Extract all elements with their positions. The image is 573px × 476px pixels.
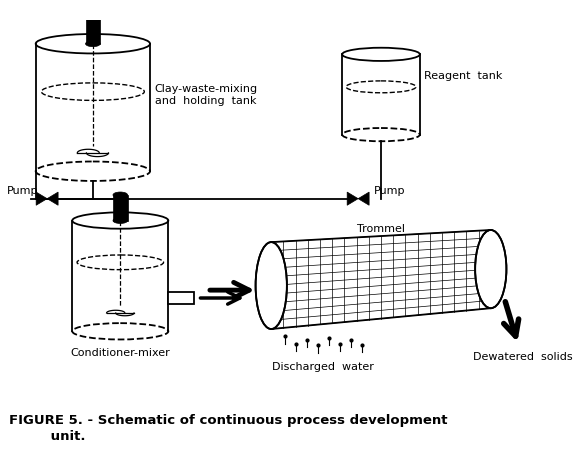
Ellipse shape <box>85 15 100 21</box>
Text: Pump: Pump <box>7 186 38 196</box>
Polygon shape <box>47 192 58 205</box>
Ellipse shape <box>113 192 128 198</box>
Text: Clay-waste-mixing
and  holding  tank: Clay-waste-mixing and holding tank <box>155 84 258 106</box>
Ellipse shape <box>36 34 150 53</box>
Ellipse shape <box>72 212 168 228</box>
Ellipse shape <box>113 218 128 223</box>
Polygon shape <box>85 18 100 44</box>
Text: Reagent  tank: Reagent tank <box>425 70 503 80</box>
Bar <box>168 292 194 305</box>
Polygon shape <box>36 44 150 171</box>
Text: Dewatered  solids: Dewatered solids <box>473 352 572 362</box>
Ellipse shape <box>256 242 287 329</box>
Text: unit.: unit. <box>9 430 85 443</box>
Ellipse shape <box>85 41 100 47</box>
Text: Trommel: Trommel <box>357 224 405 234</box>
Text: Discharged  water: Discharged water <box>272 362 374 372</box>
Ellipse shape <box>342 48 420 61</box>
Text: Pump: Pump <box>374 186 405 196</box>
Ellipse shape <box>475 230 507 308</box>
Polygon shape <box>358 192 369 205</box>
Polygon shape <box>72 220 168 331</box>
Polygon shape <box>342 54 420 135</box>
Polygon shape <box>113 195 128 220</box>
Text: Conditioner-mixer: Conditioner-mixer <box>70 348 170 358</box>
Text: FIGURE 5. - Schematic of continuous process development: FIGURE 5. - Schematic of continuous proc… <box>9 414 447 426</box>
Polygon shape <box>347 192 358 205</box>
Polygon shape <box>36 192 47 205</box>
